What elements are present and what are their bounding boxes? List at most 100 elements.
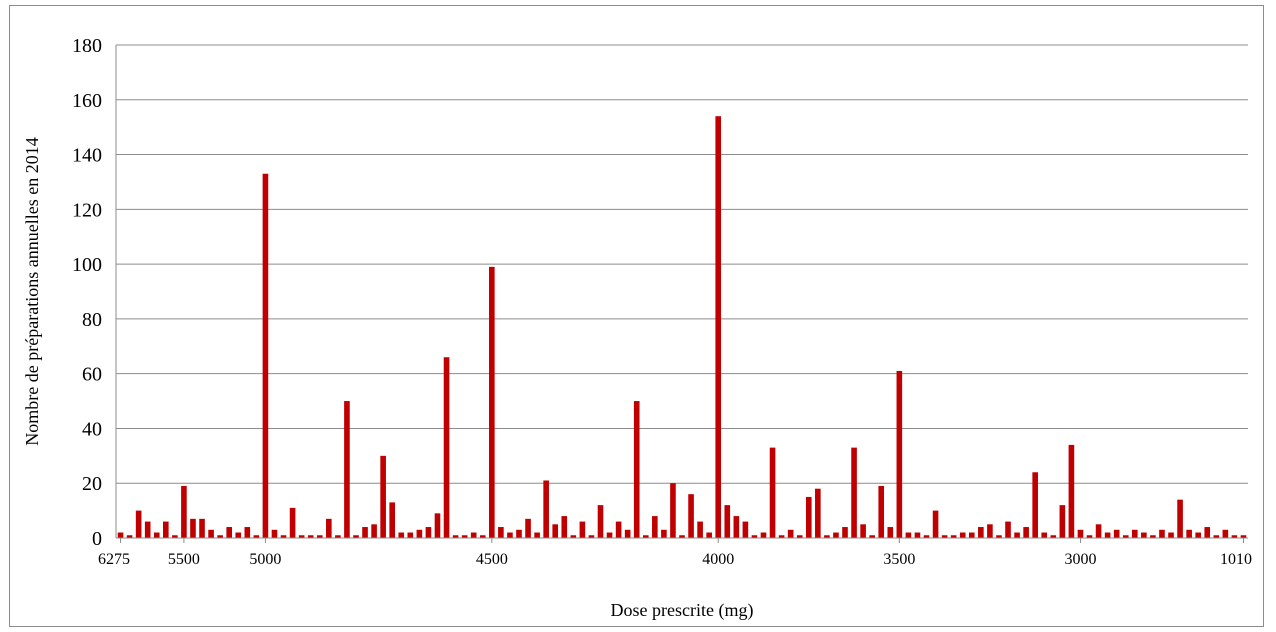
x-axis-title: Dose prescrite (mg) bbox=[611, 600, 754, 621]
x-tick-label: 5000 bbox=[249, 551, 281, 568]
bar bbox=[199, 518, 205, 538]
bar bbox=[959, 532, 966, 538]
bar bbox=[443, 357, 450, 538]
bar bbox=[126, 535, 133, 538]
bar bbox=[1014, 532, 1020, 538]
bar bbox=[525, 518, 531, 538]
bar bbox=[1023, 527, 1029, 538]
bar bbox=[362, 527, 368, 538]
bar bbox=[950, 535, 957, 538]
x-tick-label: 4500 bbox=[476, 551, 508, 568]
bar bbox=[163, 521, 169, 538]
x-tick-label: 4000 bbox=[702, 551, 734, 568]
bar bbox=[978, 527, 984, 538]
bar bbox=[642, 535, 649, 538]
bar bbox=[316, 535, 323, 538]
bar bbox=[1177, 499, 1183, 538]
bar bbox=[733, 516, 740, 538]
bar bbox=[181, 485, 187, 538]
bar bbox=[1086, 535, 1093, 538]
bar bbox=[217, 535, 223, 538]
bar bbox=[742, 521, 749, 538]
bar bbox=[244, 527, 251, 538]
bar bbox=[1050, 535, 1057, 538]
bar bbox=[307, 535, 314, 538]
bar bbox=[787, 529, 794, 538]
bar bbox=[815, 488, 821, 538]
bar bbox=[371, 524, 377, 538]
y-tick-label: 120 bbox=[72, 199, 102, 221]
x-axis-ticks: 6275 5500 5000 4500 4000 3500 3000 1010 bbox=[98, 538, 1252, 568]
bar bbox=[190, 518, 196, 538]
bar bbox=[615, 521, 622, 538]
bar bbox=[1150, 535, 1156, 538]
bar bbox=[579, 521, 586, 538]
bar bbox=[869, 535, 875, 538]
bar bbox=[914, 532, 921, 538]
bar bbox=[842, 527, 848, 538]
bar bbox=[1068, 444, 1075, 538]
bar bbox=[670, 483, 676, 538]
bar bbox=[1213, 535, 1220, 538]
bar bbox=[987, 524, 993, 538]
bar bbox=[724, 505, 731, 538]
bar bbox=[715, 116, 722, 539]
bar bbox=[1113, 529, 1120, 538]
bar bbox=[489, 266, 495, 538]
bar bbox=[1005, 521, 1011, 538]
bar bbox=[932, 510, 939, 538]
x-tick-label: 5500 bbox=[168, 551, 200, 568]
bar bbox=[534, 532, 540, 538]
bar bbox=[543, 480, 549, 538]
bar bbox=[606, 532, 613, 538]
x-tick-label: 3000 bbox=[1064, 551, 1096, 568]
bar bbox=[769, 447, 776, 538]
bar bbox=[398, 532, 405, 538]
bar bbox=[1159, 529, 1165, 538]
bar bbox=[833, 532, 839, 538]
bar bbox=[144, 521, 151, 538]
bar bbox=[425, 527, 432, 538]
bar bbox=[479, 535, 486, 538]
y-tick-label: 160 bbox=[72, 90, 102, 112]
bar bbox=[1077, 529, 1084, 538]
gridlines bbox=[115, 44, 1248, 538]
bar bbox=[226, 527, 232, 538]
bar bbox=[452, 535, 459, 538]
bar bbox=[153, 532, 160, 538]
bar bbox=[416, 529, 423, 538]
bar bbox=[1122, 535, 1129, 538]
bar bbox=[1240, 535, 1247, 538]
bar bbox=[298, 535, 305, 538]
bar bbox=[380, 455, 386, 538]
bar bbox=[878, 485, 885, 538]
x-tick-label: 1010 bbox=[1220, 551, 1252, 568]
bar bbox=[1059, 505, 1066, 538]
bar bbox=[896, 370, 903, 538]
x-tick-label: 3500 bbox=[883, 551, 915, 568]
y-tick-label: 0 bbox=[92, 528, 102, 550]
bar bbox=[697, 521, 703, 538]
bar bbox=[624, 529, 631, 538]
bar bbox=[1231, 535, 1238, 538]
bar bbox=[1104, 532, 1111, 538]
bar bbox=[1131, 529, 1138, 538]
y-tick-label: 140 bbox=[72, 145, 102, 167]
bar bbox=[905, 532, 912, 538]
bar bbox=[1186, 529, 1192, 538]
y-axis-ticks: 0 20 40 60 80 100 120 140 160 180 bbox=[72, 35, 102, 550]
bar bbox=[552, 524, 559, 538]
bar bbox=[461, 535, 468, 538]
bar bbox=[235, 532, 242, 538]
bar bbox=[597, 505, 604, 538]
bar bbox=[796, 535, 803, 538]
bar bbox=[389, 502, 396, 538]
bar bbox=[588, 535, 595, 538]
bar bbox=[633, 401, 640, 538]
bar bbox=[470, 532, 477, 538]
y-axis-title: Nombre de préparations annuelles en 2014 bbox=[22, 137, 42, 445]
bar bbox=[1168, 532, 1174, 538]
bar bbox=[688, 494, 694, 538]
bar bbox=[135, 510, 142, 538]
bar bbox=[941, 535, 948, 538]
